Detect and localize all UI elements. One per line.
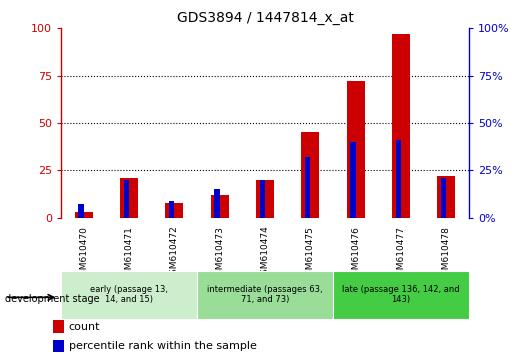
Bar: [392, 34, 410, 218]
Bar: [120, 178, 138, 218]
Text: GSM610474: GSM610474: [261, 226, 269, 280]
Title: GDS3894 / 1447814_x_at: GDS3894 / 1447814_x_at: [176, 11, 354, 24]
Bar: [210, 195, 229, 218]
Text: percentile rank within the sample: percentile rank within the sample: [69, 341, 257, 351]
Text: early (passage 13,
14, and 15): early (passage 13, 14, and 15): [90, 285, 168, 304]
Bar: [301, 132, 320, 218]
Text: count: count: [69, 322, 100, 332]
Bar: [123, 180, 129, 218]
Text: GSM610471: GSM610471: [125, 226, 134, 281]
Bar: [256, 180, 274, 218]
Text: GSM610473: GSM610473: [215, 226, 224, 281]
Text: intermediate (passages 63,
71, and 73): intermediate (passages 63, 71, and 73): [207, 285, 323, 304]
Text: GSM610477: GSM610477: [396, 226, 405, 281]
Bar: [169, 201, 174, 218]
Text: late (passage 136, 142, and
143): late (passage 136, 142, and 143): [342, 285, 460, 304]
FancyBboxPatch shape: [61, 271, 197, 319]
Bar: [53, 340, 64, 352]
Bar: [395, 140, 401, 218]
Bar: [78, 205, 84, 218]
Bar: [260, 180, 265, 218]
Bar: [350, 142, 356, 218]
FancyBboxPatch shape: [197, 271, 333, 319]
Bar: [165, 202, 183, 218]
FancyBboxPatch shape: [333, 271, 469, 319]
Bar: [214, 189, 219, 218]
Bar: [437, 176, 455, 218]
Bar: [75, 212, 93, 218]
Text: GSM610470: GSM610470: [79, 226, 88, 281]
Bar: [347, 81, 365, 218]
Bar: [305, 157, 311, 218]
Text: development stage: development stage: [5, 294, 100, 304]
Bar: [53, 320, 64, 333]
Bar: [441, 178, 446, 218]
Text: GSM610475: GSM610475: [306, 226, 315, 281]
Text: GSM610472: GSM610472: [170, 226, 179, 280]
Text: GSM610476: GSM610476: [351, 226, 360, 281]
Text: GSM610478: GSM610478: [442, 226, 451, 281]
